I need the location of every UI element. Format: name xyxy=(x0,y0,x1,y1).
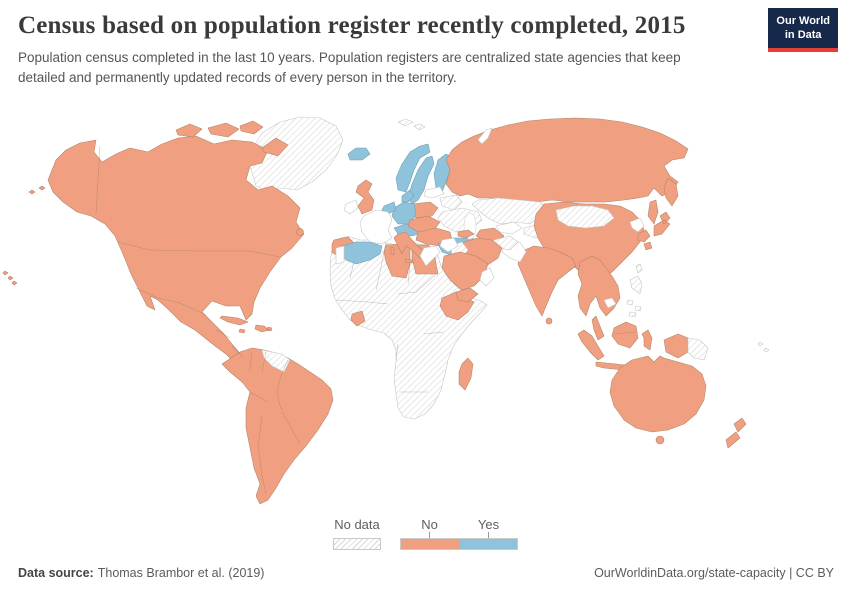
region-greece[interactable] xyxy=(419,245,441,267)
region-russia[interactable] xyxy=(445,117,689,203)
legend-swatch-no-data[interactable] xyxy=(333,538,381,550)
region-arctic-islands[interactable] xyxy=(175,120,289,157)
page-title: Census based on population register rece… xyxy=(18,12,686,39)
region-norway[interactable] xyxy=(395,143,431,193)
region-caribbean[interactable] xyxy=(219,315,273,334)
legend-swatch-yes[interactable] xyxy=(459,538,518,550)
data-source: Data source: Thomas Brambor et al. (2019) xyxy=(18,566,264,580)
region-west-papua[interactable] xyxy=(663,333,689,359)
region-yemen[interactable] xyxy=(455,287,479,303)
region-australia[interactable] xyxy=(609,355,707,433)
region-portugal[interactable] xyxy=(335,245,345,265)
region-kamchatka[interactable] xyxy=(663,177,679,207)
region-sulawesi[interactable] xyxy=(641,329,653,351)
region-north-america[interactable] xyxy=(47,135,305,365)
region-new-zealand[interactable] xyxy=(725,417,747,449)
region-denmark[interactable] xyxy=(401,189,415,203)
map-legend: No data No Yes xyxy=(0,515,850,555)
region-baltics[interactable] xyxy=(423,186,445,199)
region-madagascar[interactable] xyxy=(458,357,474,391)
owid-logo-line1: Our World xyxy=(776,15,830,27)
region-newfoundland[interactable] xyxy=(296,228,304,236)
legend-tick-no xyxy=(429,532,430,538)
region-cote-divoire[interactable] xyxy=(350,310,366,327)
region-benelux[interactable] xyxy=(381,201,397,215)
region-south-korea[interactable] xyxy=(637,229,651,243)
region-africa-no-data[interactable] xyxy=(329,235,488,420)
region-india[interactable] xyxy=(517,245,577,317)
region-aleutians[interactable] xyxy=(28,185,46,195)
region-philippines[interactable] xyxy=(626,275,643,318)
region-italy[interactable] xyxy=(390,231,427,264)
region-sumatra[interactable] xyxy=(577,329,605,361)
region-borneo[interactable] xyxy=(611,321,639,349)
chart-header: Census based on population register rece… xyxy=(18,12,758,87)
legend-yes-label: Yes xyxy=(477,517,500,532)
region-hawaii[interactable] xyxy=(2,270,18,286)
region-taiwan[interactable] xyxy=(635,263,643,274)
region-ireland[interactable] xyxy=(343,199,359,215)
legend-tick-yes xyxy=(488,532,489,538)
region-greenland[interactable] xyxy=(249,116,344,192)
region-mongolia[interactable] xyxy=(555,205,615,229)
region-sakhalin[interactable] xyxy=(647,199,659,225)
region-guyanas[interactable] xyxy=(261,349,291,373)
owid-logo: Our World in Data xyxy=(768,8,838,52)
region-levant[interactable] xyxy=(439,237,459,253)
region-france[interactable] xyxy=(359,209,393,245)
region-north-korea[interactable] xyxy=(629,217,645,233)
region-saudi-arabia[interactable] xyxy=(441,251,489,291)
region-south-america[interactable] xyxy=(221,347,334,505)
region-japan[interactable] xyxy=(643,211,671,251)
attribution[interactable]: OurWorldinData.org/state-capacity | CC B… xyxy=(594,566,834,580)
chart-footer: Data source: Thomas Brambor et al. (2019)… xyxy=(18,566,834,580)
region-kazakhstan[interactable] xyxy=(471,197,547,225)
region-uzbekistan[interactable] xyxy=(495,221,523,235)
region-pacific-islands[interactable] xyxy=(757,341,770,353)
region-tasmania[interactable] xyxy=(655,435,665,445)
region-iceland[interactable] xyxy=(347,147,371,161)
region-indochina[interactable] xyxy=(577,255,621,341)
region-uk[interactable] xyxy=(355,179,375,215)
region-novaya-zemlya[interactable] xyxy=(477,127,493,145)
region-sweden[interactable] xyxy=(407,155,435,205)
legend-no-data-label: No data xyxy=(334,517,380,532)
country-borders xyxy=(95,145,637,495)
chart-subtitle: Population census completed in the last … xyxy=(18,50,681,85)
region-belarus[interactable] xyxy=(439,194,463,211)
legend-no-label: No xyxy=(421,517,438,532)
region-oman[interactable] xyxy=(479,267,495,287)
region-germany[interactable] xyxy=(391,201,417,225)
world-map xyxy=(2,116,770,505)
region-sri-lanka[interactable] xyxy=(545,317,553,325)
legend-swatch-no[interactable] xyxy=(400,538,459,550)
owid-logo-line2: in Data xyxy=(784,29,822,42)
region-papua-new-guinea[interactable] xyxy=(687,337,709,361)
region-svalbard[interactable] xyxy=(397,118,426,131)
data-source-value: Thomas Brambor et al. (2019) xyxy=(97,566,265,580)
region-caucasus[interactable] xyxy=(457,229,475,239)
region-cambodia[interactable] xyxy=(603,297,617,309)
data-source-label: Data source: xyxy=(18,566,94,580)
